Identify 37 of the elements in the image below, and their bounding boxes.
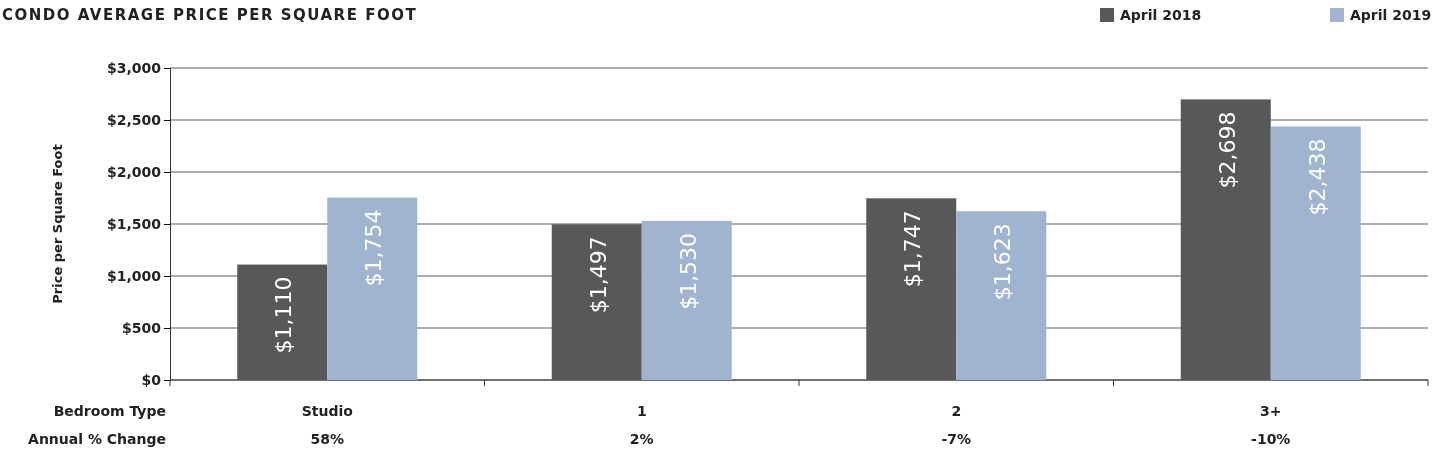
legend-label: April 2019 xyxy=(1350,7,1432,23)
text: -10% xyxy=(1251,431,1291,447)
bar xyxy=(237,264,328,380)
y-tick-label: $2,000 xyxy=(106,163,162,180)
bar xyxy=(641,220,732,380)
data-label: $1,747 xyxy=(900,210,926,288)
y-tick-label: $1,500 xyxy=(106,215,162,232)
x-tick-label: 1 xyxy=(636,403,647,419)
y-tick-label: $500 xyxy=(122,319,162,336)
x-tick-label: 2 xyxy=(951,403,962,419)
text: 2% xyxy=(629,431,654,447)
bar xyxy=(956,211,1047,380)
y-tick-label: $3,000 xyxy=(106,59,162,76)
x-tick-label: Studio xyxy=(301,403,354,419)
bar xyxy=(551,224,642,380)
y-tick-label: $2,500 xyxy=(106,111,162,128)
y-axis-title: Price per Square Foot xyxy=(50,144,65,304)
bar xyxy=(327,197,418,380)
bar xyxy=(1180,99,1271,380)
data-label: $1,497 xyxy=(585,236,611,314)
x-tick-label: 3+ xyxy=(1260,403,1282,419)
text: Annual % Change xyxy=(28,431,166,447)
y-tick-label: $0 xyxy=(141,371,162,388)
data-label: $1,623 xyxy=(990,223,1016,301)
chart-title: CONDO AVERAGE PRICE PER SQUARE FOOT xyxy=(2,6,418,24)
bar xyxy=(1270,126,1361,380)
data-label: $2,438 xyxy=(1304,138,1330,216)
y-tick-label: $1,000 xyxy=(106,267,162,284)
data-label: $1,530 xyxy=(675,232,701,310)
data-label: $1,754 xyxy=(361,209,387,287)
bar xyxy=(866,198,957,380)
text: 58% xyxy=(310,431,345,447)
data-label: $1,110 xyxy=(271,276,297,354)
x-axis-title: Bedroom Type xyxy=(53,403,166,419)
text: -7% xyxy=(941,431,972,447)
data-label: $2,698 xyxy=(1214,111,1240,189)
legend-label: April 2018 xyxy=(1120,7,1202,23)
